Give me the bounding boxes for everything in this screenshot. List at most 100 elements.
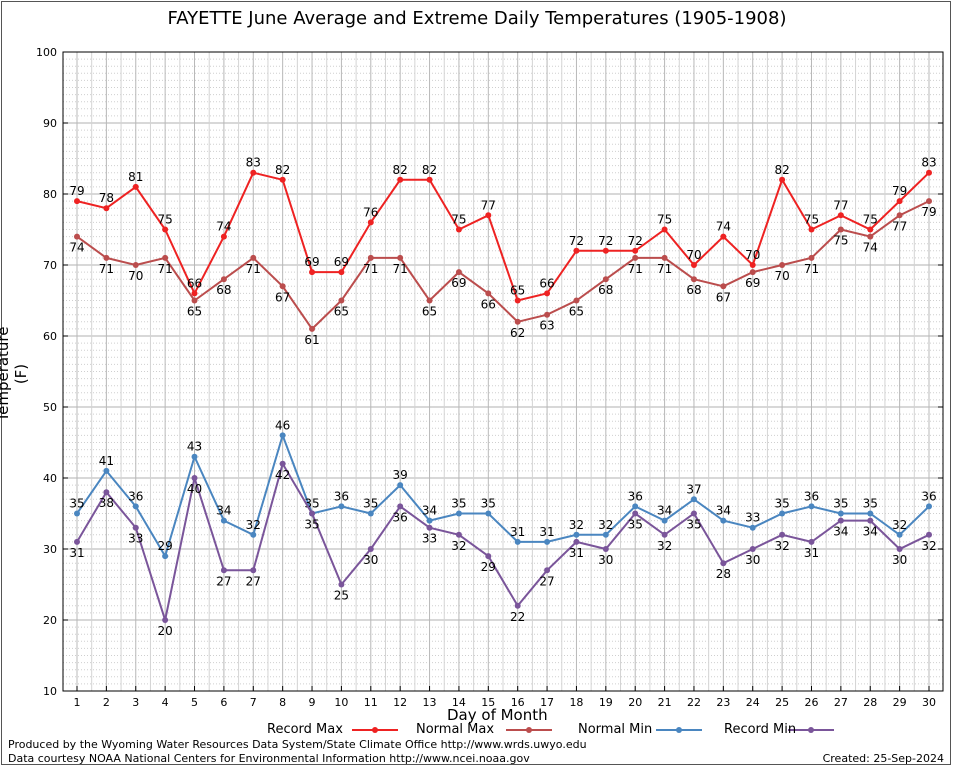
data-point xyxy=(103,467,110,474)
data-label: 34 xyxy=(863,525,878,539)
data-label: 65 xyxy=(334,305,349,319)
data-point xyxy=(602,546,609,552)
data-point xyxy=(191,290,198,297)
data-label: 32 xyxy=(657,539,672,553)
data-point xyxy=(749,269,756,276)
y-tick-label: 40 xyxy=(43,472,57,485)
legend-marker xyxy=(526,727,532,733)
data-label: 70 xyxy=(686,248,701,262)
data-point xyxy=(250,254,257,261)
data-label: 35 xyxy=(363,497,378,511)
data-point xyxy=(191,453,198,460)
data-label: 28 xyxy=(716,567,731,581)
y-tick-label: 80 xyxy=(43,188,57,201)
y-tick-label: 90 xyxy=(43,117,57,130)
data-point xyxy=(397,482,404,489)
x-tick-label: 8 xyxy=(279,696,286,709)
data-label: 31 xyxy=(69,546,84,560)
data-label: 72 xyxy=(598,234,613,248)
data-point xyxy=(573,531,580,538)
data-point xyxy=(426,176,433,183)
data-point xyxy=(720,233,727,240)
data-label: 34 xyxy=(833,525,848,539)
data-label: 32 xyxy=(921,539,936,553)
data-point xyxy=(162,617,169,623)
x-tick-label: 28 xyxy=(863,696,877,709)
data-label: 74 xyxy=(69,241,84,255)
data-point xyxy=(896,198,903,205)
x-tick-label: 7 xyxy=(250,696,257,709)
data-label: 71 xyxy=(157,262,172,276)
data-label: 70 xyxy=(128,269,143,283)
x-tick-label: 5 xyxy=(191,696,198,709)
data-label: 77 xyxy=(892,219,907,233)
y-tick-label: 30 xyxy=(43,543,57,556)
legend-marker xyxy=(808,727,814,733)
data-point xyxy=(602,276,609,283)
data-point xyxy=(602,531,609,538)
data-point xyxy=(544,290,551,297)
data-label: 83 xyxy=(921,156,936,170)
data-point xyxy=(602,247,609,254)
data-point xyxy=(279,460,286,467)
data-point xyxy=(544,311,551,318)
legend-record-max: Record Max xyxy=(267,722,343,737)
data-label: 83 xyxy=(246,156,261,170)
x-tick-label: 13 xyxy=(423,696,437,709)
x-tick-label: 12 xyxy=(393,696,407,709)
data-label: 32 xyxy=(892,518,907,532)
data-point xyxy=(455,226,462,233)
x-tick-label: 25 xyxy=(775,696,789,709)
legend-normal-min: Normal Min xyxy=(578,722,653,737)
data-label: 79 xyxy=(921,205,936,219)
data-point xyxy=(455,510,462,517)
data-label: 36 xyxy=(628,489,643,503)
x-axis-label: Day of Month xyxy=(447,706,548,724)
data-point xyxy=(220,276,227,283)
data-point xyxy=(896,546,903,552)
data-point xyxy=(720,560,727,567)
data-label: 79 xyxy=(892,184,907,198)
data-point xyxy=(103,489,110,496)
data-label: 30 xyxy=(363,553,378,567)
data-point xyxy=(397,176,404,183)
data-label: 33 xyxy=(422,532,437,546)
data-point xyxy=(250,169,257,176)
data-point xyxy=(661,517,668,524)
data-point xyxy=(808,503,815,510)
data-point xyxy=(455,269,462,276)
data-label: 35 xyxy=(863,497,878,511)
data-point xyxy=(279,176,286,183)
data-label: 75 xyxy=(157,213,172,227)
x-tick-label: 22 xyxy=(687,696,701,709)
legend-normal-max: Normal Max xyxy=(416,722,495,737)
data-label: 31 xyxy=(569,546,584,560)
data-point xyxy=(338,503,345,510)
data-label: 71 xyxy=(628,262,643,276)
legend-marker xyxy=(676,727,682,733)
data-point xyxy=(661,531,668,538)
data-point xyxy=(132,503,139,510)
data-point xyxy=(485,553,492,560)
data-point xyxy=(926,198,932,205)
data-label: 81 xyxy=(128,170,143,184)
x-tick-label: 26 xyxy=(804,696,818,709)
data-point xyxy=(309,325,316,332)
data-point xyxy=(309,269,316,276)
data-point xyxy=(74,233,80,240)
data-point xyxy=(485,212,492,219)
data-point xyxy=(367,546,374,552)
data-label: 40 xyxy=(187,482,202,496)
data-label: 71 xyxy=(804,262,819,276)
data-point xyxy=(397,254,404,261)
data-label: 31 xyxy=(539,525,554,539)
data-point xyxy=(926,531,932,538)
data-label: 31 xyxy=(510,525,525,539)
data-point xyxy=(250,567,257,574)
data-label: 77 xyxy=(481,198,496,212)
x-tick-label: 21 xyxy=(658,696,672,709)
data-point xyxy=(132,262,139,268)
plot-border xyxy=(62,51,944,692)
series-line xyxy=(76,171,930,302)
